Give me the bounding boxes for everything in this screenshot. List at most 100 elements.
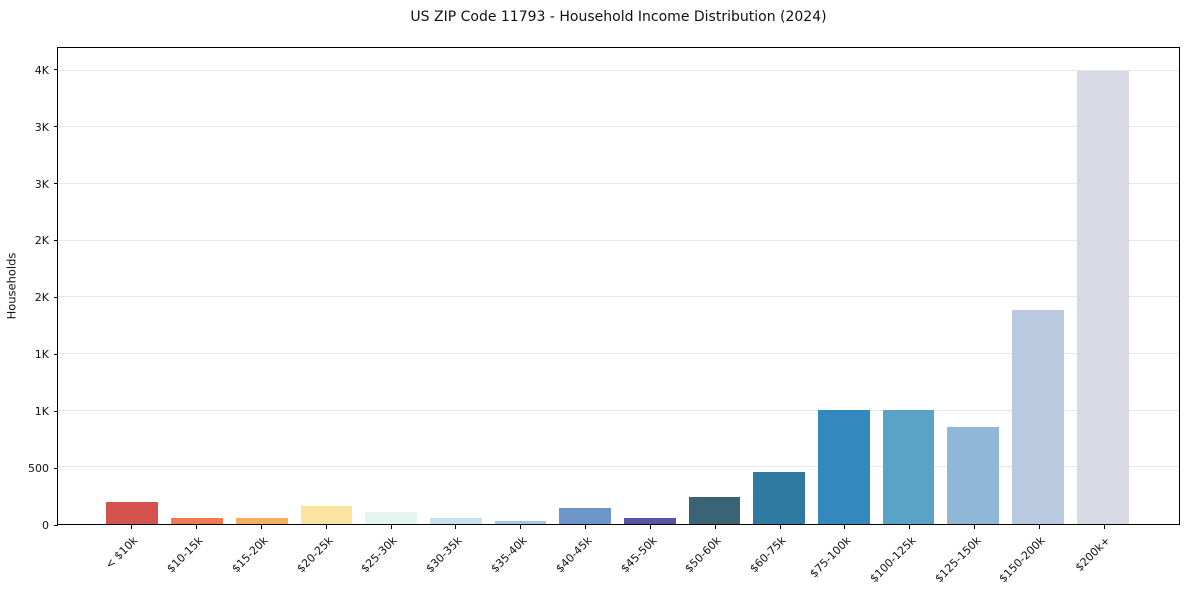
bar-slot	[1070, 48, 1135, 524]
y-tick-mark	[54, 183, 58, 185]
bar	[106, 502, 159, 524]
x-tick-label: $200k+	[1072, 534, 1113, 575]
bar-slot	[1006, 48, 1071, 524]
chart-title: US ZIP Code 11793 - Household Income Dis…	[410, 9, 827, 25]
x-tick: < $10k	[99, 525, 164, 589]
bar-slot	[553, 48, 618, 524]
bar	[365, 511, 417, 524]
y-tick-label: 2K	[34, 234, 49, 248]
bar	[753, 471, 806, 524]
x-tick: $50-60k	[682, 525, 747, 589]
y-tick-label: 3K	[34, 177, 49, 191]
bar	[429, 517, 482, 524]
bar-slot	[941, 48, 1006, 524]
x-tick-mark	[909, 525, 911, 529]
x-tick-mark	[1038, 525, 1040, 529]
x-tick-mark	[973, 525, 975, 529]
bar-slot	[165, 48, 230, 524]
y-tick-label: 3K	[34, 120, 49, 134]
x-tick-label: $35-40k	[488, 534, 530, 576]
x-tick: $40-45k	[553, 525, 618, 589]
gridline	[58, 296, 1179, 298]
x-tick-label: < $10k	[103, 534, 141, 572]
x-tick: $100-125k	[867, 525, 942, 589]
x-tick: $60-75k	[747, 525, 812, 589]
bar-slot	[876, 48, 941, 524]
x-tick-label: $50-60k	[682, 534, 724, 576]
y-tick-label: 2K	[34, 291, 49, 305]
x-tick-label: $10-15k	[164, 534, 206, 576]
x-tick: $150-200k	[997, 525, 1071, 589]
bar	[300, 505, 353, 524]
bar	[623, 518, 676, 524]
y-tick-mark	[54, 353, 58, 355]
x-tick-label: $25-30k	[358, 534, 400, 576]
y-tick-mark	[54, 239, 58, 241]
bar-slot	[423, 48, 488, 524]
x-tick-mark	[1103, 525, 1105, 529]
x-tick-mark	[714, 525, 716, 529]
x-tick-label: $60-75k	[747, 534, 789, 576]
x-tick-mark	[261, 525, 263, 529]
y-tick-label: 1K	[34, 348, 49, 362]
x-tick-mark	[390, 525, 392, 529]
bar-slot	[682, 48, 747, 524]
x-tick: $35-40k	[488, 525, 553, 589]
x-tick: $25-30k	[358, 525, 423, 589]
y-tick-mark	[54, 69, 58, 71]
x-tick-label: $75-100k	[807, 534, 854, 581]
bar-slot	[618, 48, 683, 524]
gridline	[58, 353, 1179, 354]
gridline	[58, 69, 1179, 71]
y-tick-label: 0	[42, 519, 49, 532]
bar	[235, 517, 288, 524]
x-tick-mark	[325, 525, 327, 529]
plot-area	[57, 47, 1180, 525]
bar	[171, 518, 223, 524]
x-tick-mark	[779, 525, 781, 529]
x-tick-mark	[520, 525, 522, 529]
bars-row	[58, 48, 1179, 524]
bar	[947, 427, 1000, 524]
gridline	[58, 466, 1179, 468]
bar-slot	[488, 48, 553, 524]
y-tick-label: 4K	[34, 63, 49, 77]
y-tick-label: 500	[28, 462, 49, 476]
x-axis: < $10k $10-15k $15-20k $20-25k $25-30k $30-35…	[57, 525, 1180, 589]
gridline	[58, 409, 1179, 411]
x-tick-mark	[196, 525, 198, 529]
x-tick-mark	[455, 525, 457, 529]
x-tick: $75-100k	[807, 525, 877, 589]
x-tick: $125-150k	[932, 525, 1007, 589]
x-tick: $20-25k	[293, 525, 358, 589]
bar-slot	[812, 48, 877, 524]
gridline	[58, 239, 1179, 241]
x-tick-label: $30-35k	[423, 534, 465, 576]
x-tick: $30-35k	[423, 525, 488, 589]
x-tick: $10-15k	[164, 525, 229, 589]
y-tick-mark	[54, 126, 58, 128]
bar-slot	[747, 48, 812, 524]
x-tick-mark	[844, 525, 846, 529]
gridline	[58, 126, 1179, 128]
x-tick: $45-50k	[618, 525, 683, 589]
x-tick-label: $15-20k	[228, 534, 271, 576]
bar	[882, 409, 935, 524]
x-tick: $200k+	[1071, 525, 1136, 589]
bar	[494, 520, 547, 524]
gridline	[58, 183, 1179, 184]
x-tick-mark	[649, 525, 651, 529]
y-tick-mark	[54, 410, 58, 412]
x-tick-mark	[131, 525, 133, 529]
bar	[559, 508, 612, 524]
bar-slot	[100, 48, 165, 524]
x-tick-label: $20-25k	[293, 534, 336, 576]
y-tick-mark	[54, 467, 58, 469]
bar-slot	[229, 48, 294, 524]
bar-slot	[359, 48, 424, 524]
x-tick: $15-20k	[229, 525, 294, 589]
y-tick-mark	[54, 296, 58, 298]
bar	[1012, 309, 1064, 524]
bar-slot	[294, 48, 359, 524]
